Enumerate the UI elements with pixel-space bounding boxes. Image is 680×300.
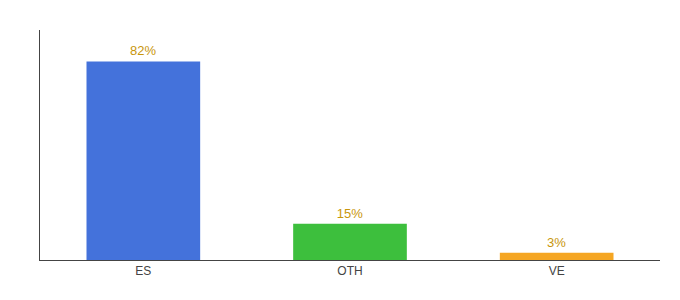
svg-text:ES: ES: [135, 264, 151, 278]
svg-text:15%: 15%: [337, 206, 363, 221]
svg-text:82%: 82%: [130, 43, 156, 58]
svg-text:3%: 3%: [547, 235, 566, 250]
svg-text:VE: VE: [549, 264, 565, 278]
svg-text:OTH: OTH: [337, 264, 362, 278]
